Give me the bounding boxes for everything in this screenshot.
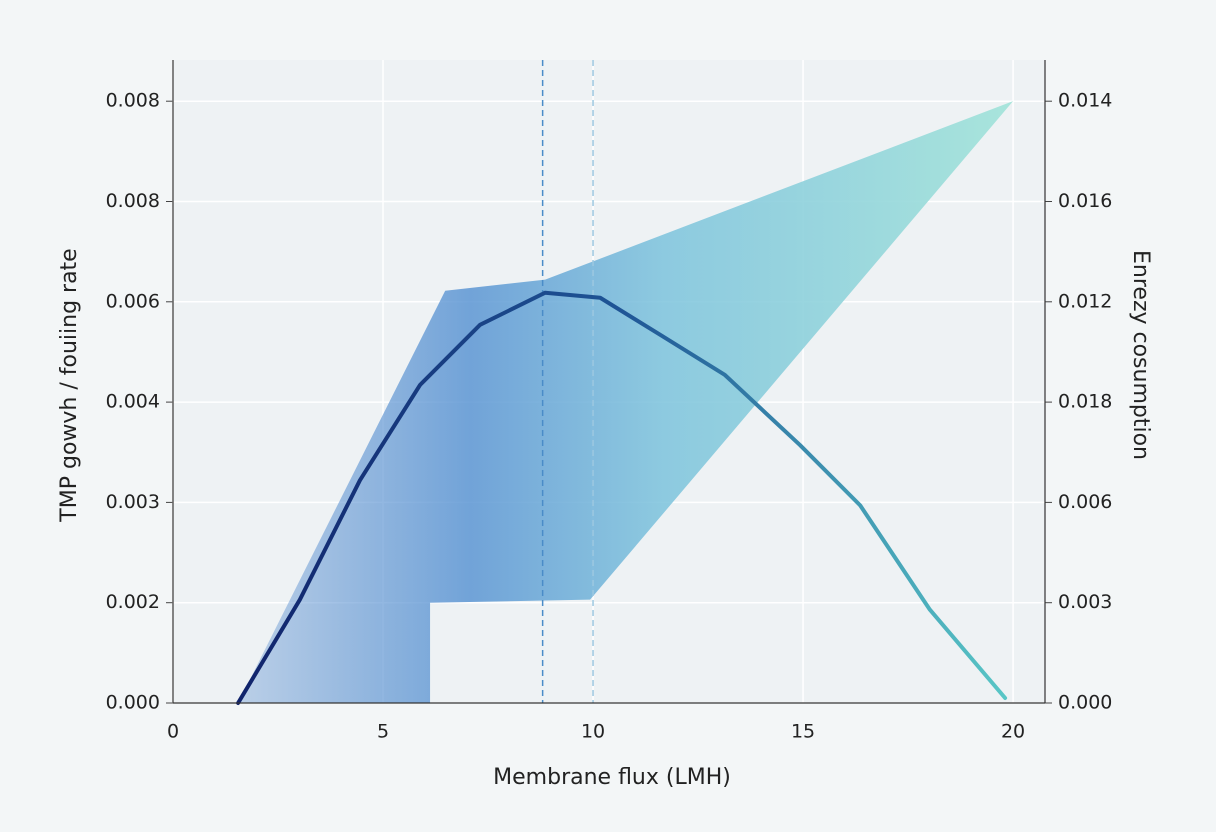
y2-tick-label: 0.003 [1058,591,1112,613]
y2-axis-title: Enrezy cosumption [1128,250,1153,460]
x-tick-label: 15 [791,721,815,743]
plot-layer: 0.000 0.002 0.003 0.004 0.006 0.008 0.008 0.000… [106,60,1112,743]
y-tick-label: 0.006 [106,290,160,312]
x-axis-title: Membrane flux (LMH) [493,765,731,790]
line [236,290,1008,705]
y-tick-label: 0.003 [106,491,160,513]
x-tick-label: 5 [377,721,389,743]
y-tick-label: 0.000 [106,692,160,714]
y-axis-title: TMP gowvh / fouiing rate [57,248,82,522]
y-tick-label: 0.004 [106,391,160,413]
y2-tick-label: 0.012 [1058,290,1112,312]
y2-tick-label: 0.014 [1058,90,1112,112]
x-tick-label: 10 [581,721,605,743]
y-tick-label: 0.008 [106,190,160,212]
area [238,101,1014,703]
y2-tick-label: 0.018 [1058,391,1112,413]
x-tick-label: 0 [167,721,179,743]
y2-tick-label: 0.000 [1058,692,1112,714]
y-tick-label: 0.002 [106,591,160,613]
y-tick-label: 0.008 [106,90,160,112]
y2-tick-label: 0.006 [1058,491,1112,513]
y2-tick-label: 0.016 [1058,190,1112,212]
x-tick-label: 20 [1001,721,1025,743]
